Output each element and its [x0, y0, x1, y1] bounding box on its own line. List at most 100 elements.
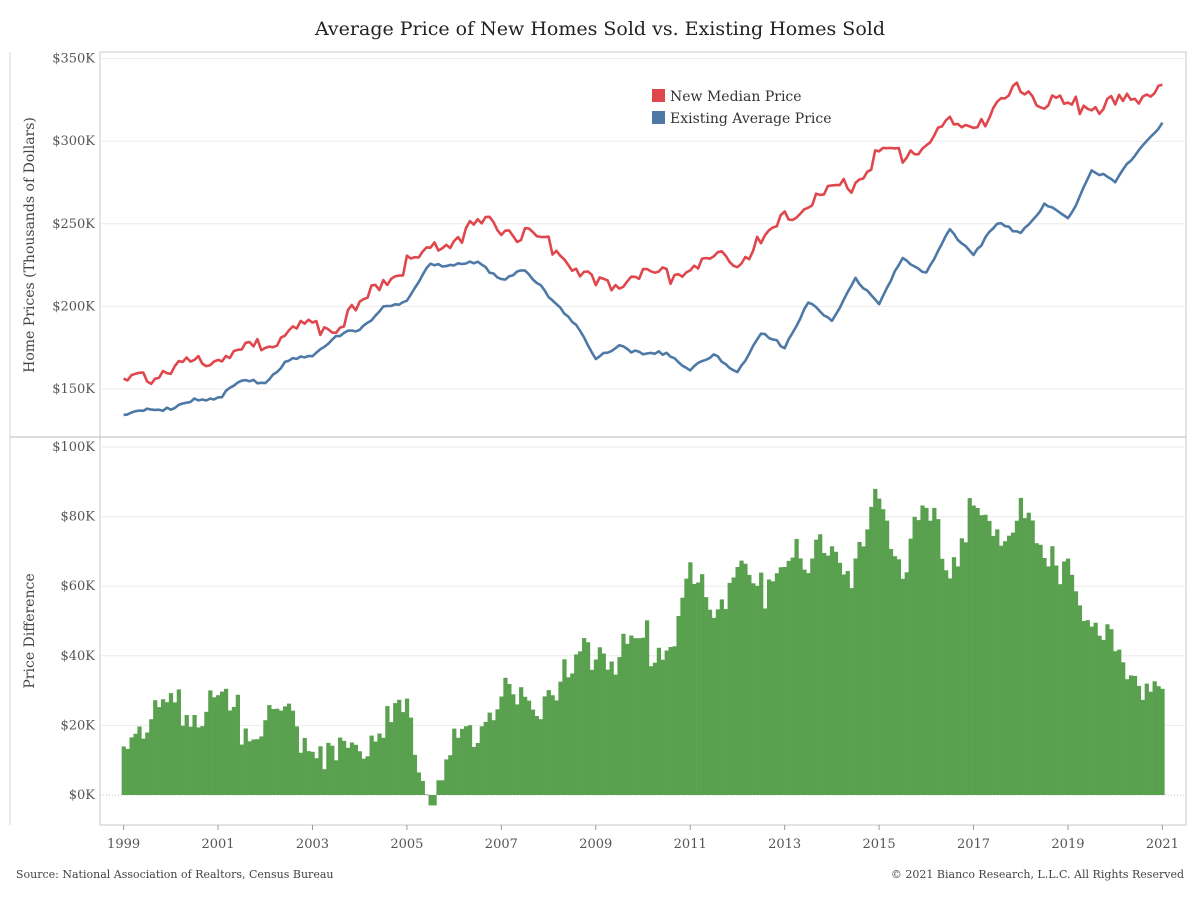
price-difference-bar[interactable]	[1097, 635, 1102, 795]
price-difference-bar[interactable]	[381, 737, 386, 795]
price-difference-bar[interactable]	[739, 560, 744, 795]
price-difference-bar[interactable]	[1038, 544, 1043, 795]
price-difference-bar[interactable]	[672, 646, 677, 795]
price-difference-bar[interactable]	[806, 573, 811, 795]
price-difference-bar[interactable]	[251, 739, 256, 795]
price-difference-bar[interactable]	[326, 742, 331, 795]
price-difference-bar[interactable]	[751, 583, 756, 795]
new-median-price-line[interactable]	[123, 81, 1163, 386]
price-difference-bar[interactable]	[841, 574, 846, 796]
price-difference-bar[interactable]	[896, 559, 902, 795]
price-difference-bar[interactable]	[542, 696, 547, 795]
price-difference-bar[interactable]	[432, 795, 437, 806]
price-difference-bar[interactable]	[526, 700, 532, 795]
price-difference-bar[interactable]	[255, 739, 260, 795]
price-difference-bar[interactable]	[940, 558, 945, 795]
price-difference-bar[interactable]	[798, 558, 803, 795]
price-difference-bar[interactable]	[330, 745, 335, 795]
price-difference-bar[interactable]	[298, 752, 303, 795]
price-difference-bar[interactable]	[617, 657, 622, 795]
price-difference-bar[interactable]	[1152, 681, 1157, 795]
price-difference-bar[interactable]	[625, 643, 630, 795]
price-difference-bar[interactable]	[247, 741, 252, 795]
legend-swatch-existing-average-price[interactable]	[652, 111, 665, 124]
price-difference-bar[interactable]	[849, 588, 854, 795]
price-difference-bar[interactable]	[1069, 574, 1075, 795]
price-difference-bar[interactable]	[574, 654, 579, 795]
price-difference-bar[interactable]	[857, 541, 862, 795]
price-difference-bar[interactable]	[869, 506, 874, 795]
price-difference-bar[interactable]	[263, 720, 268, 795]
price-difference-bar[interactable]	[770, 581, 776, 795]
price-difference-bar[interactable]	[1065, 558, 1071, 795]
price-difference-bar[interactable]	[314, 758, 319, 795]
price-difference-bar[interactable]	[188, 726, 193, 795]
price-difference-bar[interactable]	[223, 688, 229, 795]
price-difference-bar[interactable]	[1014, 520, 1020, 795]
price-difference-bar[interactable]	[212, 697, 217, 795]
price-difference-bar[interactable]	[967, 498, 972, 795]
price-difference-bar[interactable]	[404, 698, 410, 795]
price-difference-bar[interactable]	[349, 742, 355, 796]
price-difference-bar[interactable]	[597, 647, 602, 795]
price-difference-bar[interactable]	[1085, 620, 1090, 795]
price-difference-bar[interactable]	[495, 709, 500, 795]
legend-label-existing-average-price[interactable]: Existing Average Price	[670, 111, 832, 127]
price-difference-bar[interactable]	[550, 695, 555, 795]
price-difference-bar[interactable]	[503, 677, 508, 795]
price-difference-bar[interactable]	[983, 514, 988, 795]
price-difference-bar[interactable]	[881, 509, 886, 795]
price-difference-bar[interactable]	[928, 520, 933, 795]
price-difference-bar[interactable]	[703, 597, 709, 795]
price-difference-bar[interactable]	[1042, 558, 1047, 795]
price-difference-bar[interactable]	[416, 772, 421, 795]
price-difference-bar[interactable]	[275, 708, 280, 795]
price-difference-bar[interactable]	[318, 746, 323, 795]
price-difference-bar[interactable]	[829, 546, 835, 795]
price-difference-bar[interactable]	[971, 505, 976, 796]
price-difference-bar[interactable]	[707, 609, 713, 795]
price-difference-bar[interactable]	[1003, 541, 1008, 795]
price-difference-bar[interactable]	[412, 754, 418, 795]
price-difference-bar[interactable]	[715, 609, 721, 795]
price-difference-bar[interactable]	[125, 748, 130, 795]
price-difference-bar[interactable]	[1054, 565, 1059, 796]
price-difference-bar[interactable]	[196, 727, 201, 795]
price-difference-bar[interactable]	[168, 693, 174, 795]
price-difference-bar[interactable]	[908, 538, 913, 795]
price-difference-bar[interactable]	[735, 567, 740, 795]
price-difference-bar[interactable]	[357, 751, 362, 795]
price-difference-bar[interactable]	[1077, 605, 1083, 795]
price-difference-bar[interactable]	[987, 520, 992, 795]
price-difference-bar[interactable]	[605, 669, 610, 795]
price-difference-bar[interactable]	[487, 712, 492, 795]
price-difference-bar[interactable]	[243, 728, 248, 796]
price-difference-bar[interactable]	[570, 673, 575, 796]
price-difference-bar[interactable]	[936, 519, 941, 795]
price-difference-bar[interactable]	[1050, 546, 1055, 795]
price-difference-bar[interactable]	[239, 744, 244, 795]
price-difference-bar[interactable]	[471, 746, 477, 795]
price-difference-bar[interactable]	[365, 756, 370, 795]
price-difference-bar[interactable]	[164, 702, 170, 795]
price-difference-bar[interactable]	[629, 635, 634, 796]
price-difference-bar[interactable]	[452, 728, 457, 795]
price-difference-bar[interactable]	[1030, 520, 1035, 796]
price-difference-bar[interactable]	[892, 556, 898, 795]
price-difference-bar[interactable]	[204, 711, 209, 795]
price-difference-bar[interactable]	[833, 551, 839, 795]
price-difference-bar[interactable]	[267, 705, 272, 795]
price-difference-bar[interactable]	[1144, 683, 1149, 795]
price-difference-bar[interactable]	[1093, 622, 1098, 795]
price-difference-bar[interactable]	[562, 659, 567, 795]
price-difference-bar[interactable]	[428, 795, 433, 806]
price-difference-bar[interactable]	[456, 737, 461, 795]
price-difference-bar[interactable]	[955, 566, 961, 795]
price-difference-bar[interactable]	[341, 740, 347, 795]
price-difference-bar[interactable]	[794, 538, 799, 795]
price-difference-bar[interactable]	[723, 609, 728, 795]
price-difference-bar[interactable]	[1026, 512, 1031, 795]
price-difference-bar[interactable]	[621, 633, 626, 795]
price-difference-bar[interactable]	[696, 582, 701, 796]
price-difference-bar[interactable]	[322, 769, 327, 795]
